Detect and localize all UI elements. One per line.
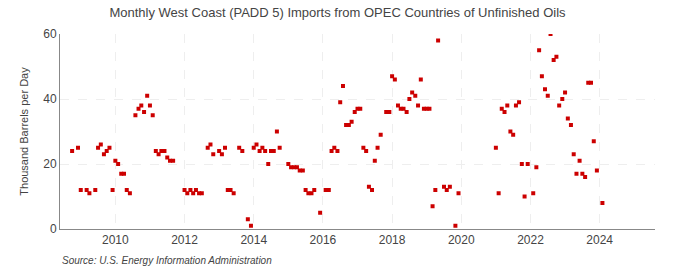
svg-text:2024: 2024	[586, 233, 613, 247]
svg-text:Thousand Barrels per Day: Thousand Barrels per Day	[18, 67, 30, 196]
svg-text:2018: 2018	[379, 233, 406, 247]
svg-text:20: 20	[43, 157, 57, 171]
svg-text:40: 40	[43, 92, 57, 106]
svg-text:2022: 2022	[517, 233, 544, 247]
svg-text:2014: 2014	[240, 233, 267, 247]
svg-text:0: 0	[50, 222, 57, 236]
svg-text:Source: U.S. Energy Informatio: Source: U.S. Energy Information Administ…	[62, 255, 272, 266]
svg-text:2020: 2020	[448, 233, 475, 247]
svg-text:2012: 2012	[171, 233, 198, 247]
svg-text:Monthly West Coast (PADD 5) Im: Monthly West Coast (PADD 5) Imports from…	[109, 5, 566, 20]
svg-text:2010: 2010	[102, 233, 129, 247]
svg-text:60: 60	[43, 27, 57, 41]
svg-text:2016: 2016	[310, 233, 337, 247]
